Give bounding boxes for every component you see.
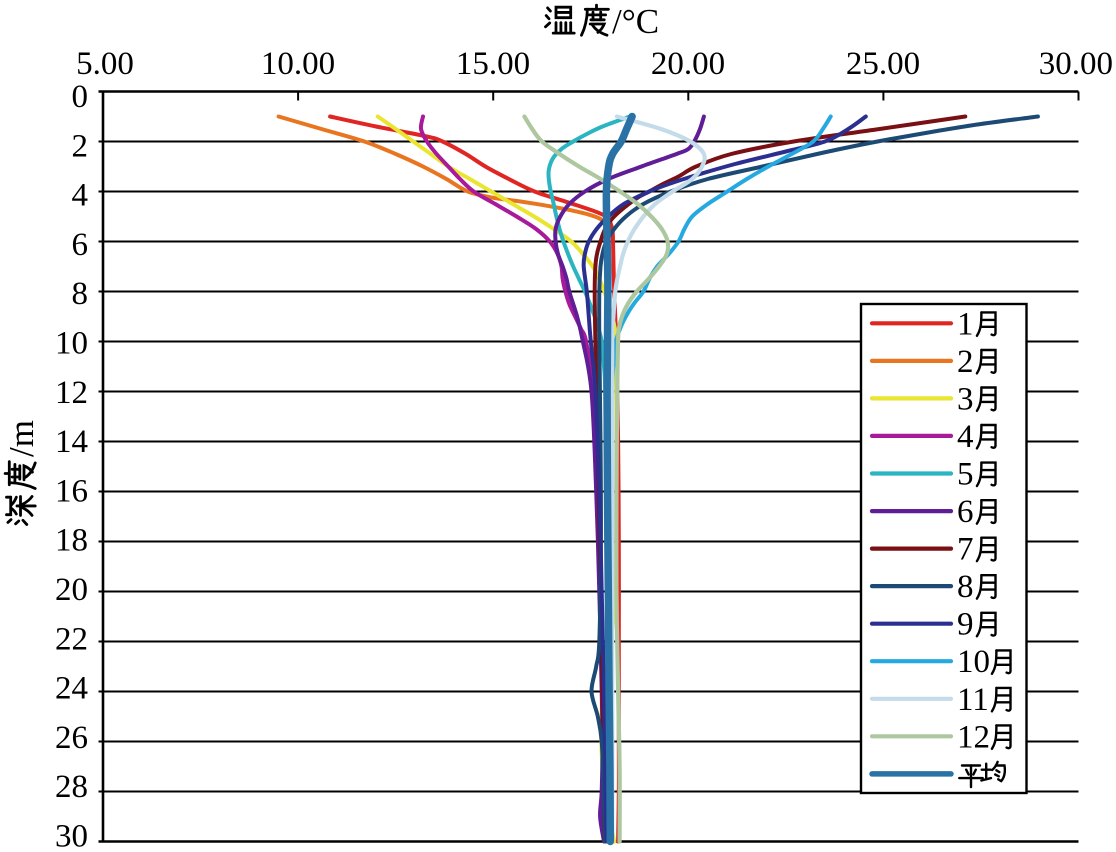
svg-text:10: 10 [957,644,990,680]
svg-text:3: 3 [957,381,974,417]
svg-text:18: 18 [55,523,88,559]
svg-text:7: 7 [957,532,974,568]
svg-text:20.00: 20.00 [651,46,725,82]
svg-text:26: 26 [55,720,88,756]
svg-text:/m: /m [2,420,41,457]
svg-text:/°C: /°C [612,2,659,41]
svg-text:4: 4 [72,178,89,214]
svg-text:24: 24 [55,671,88,707]
svg-text:30.00: 30.00 [1039,46,1113,82]
svg-text:15.00: 15.00 [456,46,530,82]
svg-text:25.00: 25.00 [846,46,920,82]
svg-text:2: 2 [72,128,89,164]
svg-text:5.00: 5.00 [76,46,134,82]
svg-text:16: 16 [55,473,88,509]
svg-text:1: 1 [957,306,974,342]
svg-text:5: 5 [957,457,974,493]
svg-text:30: 30 [55,819,88,852]
svg-text:11: 11 [957,682,989,718]
svg-text:12: 12 [957,719,990,755]
svg-text:10: 10 [55,326,88,362]
svg-text:8: 8 [957,569,974,605]
svg-text:8: 8 [72,276,89,312]
svg-text:22: 22 [55,621,88,657]
svg-text:12: 12 [55,375,88,411]
svg-text:6: 6 [957,494,974,530]
svg-text:4: 4 [957,419,974,455]
svg-text:2: 2 [957,344,974,380]
svg-text:9: 9 [957,607,974,643]
svg-text:0: 0 [72,79,89,115]
svg-text:10.00: 10.00 [261,46,335,82]
svg-text:14: 14 [55,424,88,460]
svg-text:20: 20 [55,572,88,608]
svg-text:28: 28 [55,769,88,805]
svg-text:6: 6 [72,227,89,263]
